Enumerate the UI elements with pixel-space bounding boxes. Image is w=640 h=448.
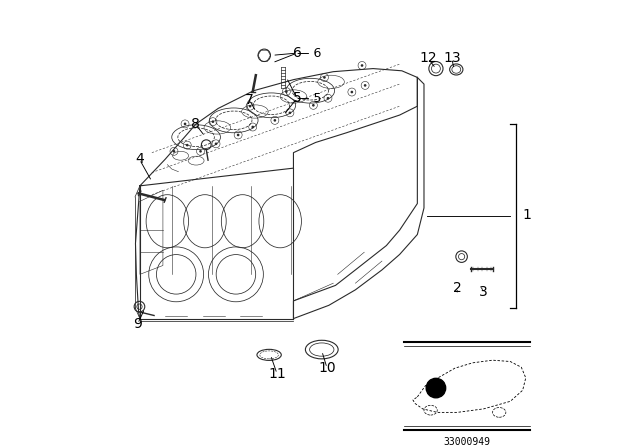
- Text: 11: 11: [268, 367, 286, 381]
- Circle shape: [249, 105, 252, 108]
- Text: 8: 8: [191, 117, 200, 131]
- Circle shape: [361, 64, 364, 67]
- Circle shape: [212, 121, 214, 123]
- Text: 7: 7: [245, 93, 253, 107]
- Circle shape: [326, 97, 330, 99]
- Circle shape: [364, 84, 367, 87]
- Text: 10: 10: [318, 361, 336, 375]
- Text: 6: 6: [292, 46, 301, 60]
- Text: — 6: — 6: [297, 47, 321, 60]
- Circle shape: [289, 112, 291, 114]
- Circle shape: [173, 150, 175, 153]
- Circle shape: [323, 76, 326, 79]
- Text: — 5: — 5: [297, 92, 321, 105]
- Circle shape: [237, 134, 239, 136]
- Text: 9: 9: [133, 317, 142, 331]
- Text: 1: 1: [523, 208, 532, 223]
- Circle shape: [285, 90, 288, 93]
- Text: 3: 3: [479, 285, 488, 299]
- Circle shape: [273, 119, 276, 122]
- Circle shape: [184, 123, 186, 125]
- Circle shape: [252, 126, 254, 128]
- Text: 5: 5: [292, 91, 301, 105]
- Circle shape: [426, 378, 445, 398]
- Text: 13: 13: [443, 52, 461, 65]
- Circle shape: [186, 144, 189, 146]
- Text: 12: 12: [419, 52, 436, 65]
- Circle shape: [214, 142, 218, 145]
- Text: 2: 2: [452, 280, 461, 295]
- Circle shape: [351, 90, 353, 93]
- Circle shape: [312, 104, 315, 107]
- Text: 33000949: 33000949: [444, 437, 491, 447]
- Circle shape: [199, 150, 202, 153]
- Text: 4: 4: [135, 152, 144, 166]
